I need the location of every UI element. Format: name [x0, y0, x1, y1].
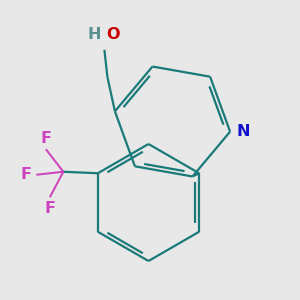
Text: H: H	[87, 27, 101, 42]
Text: O: O	[106, 27, 119, 42]
Text: F: F	[40, 131, 51, 146]
Text: F: F	[44, 201, 55, 216]
Text: N: N	[237, 124, 250, 139]
Text: F: F	[21, 167, 32, 182]
